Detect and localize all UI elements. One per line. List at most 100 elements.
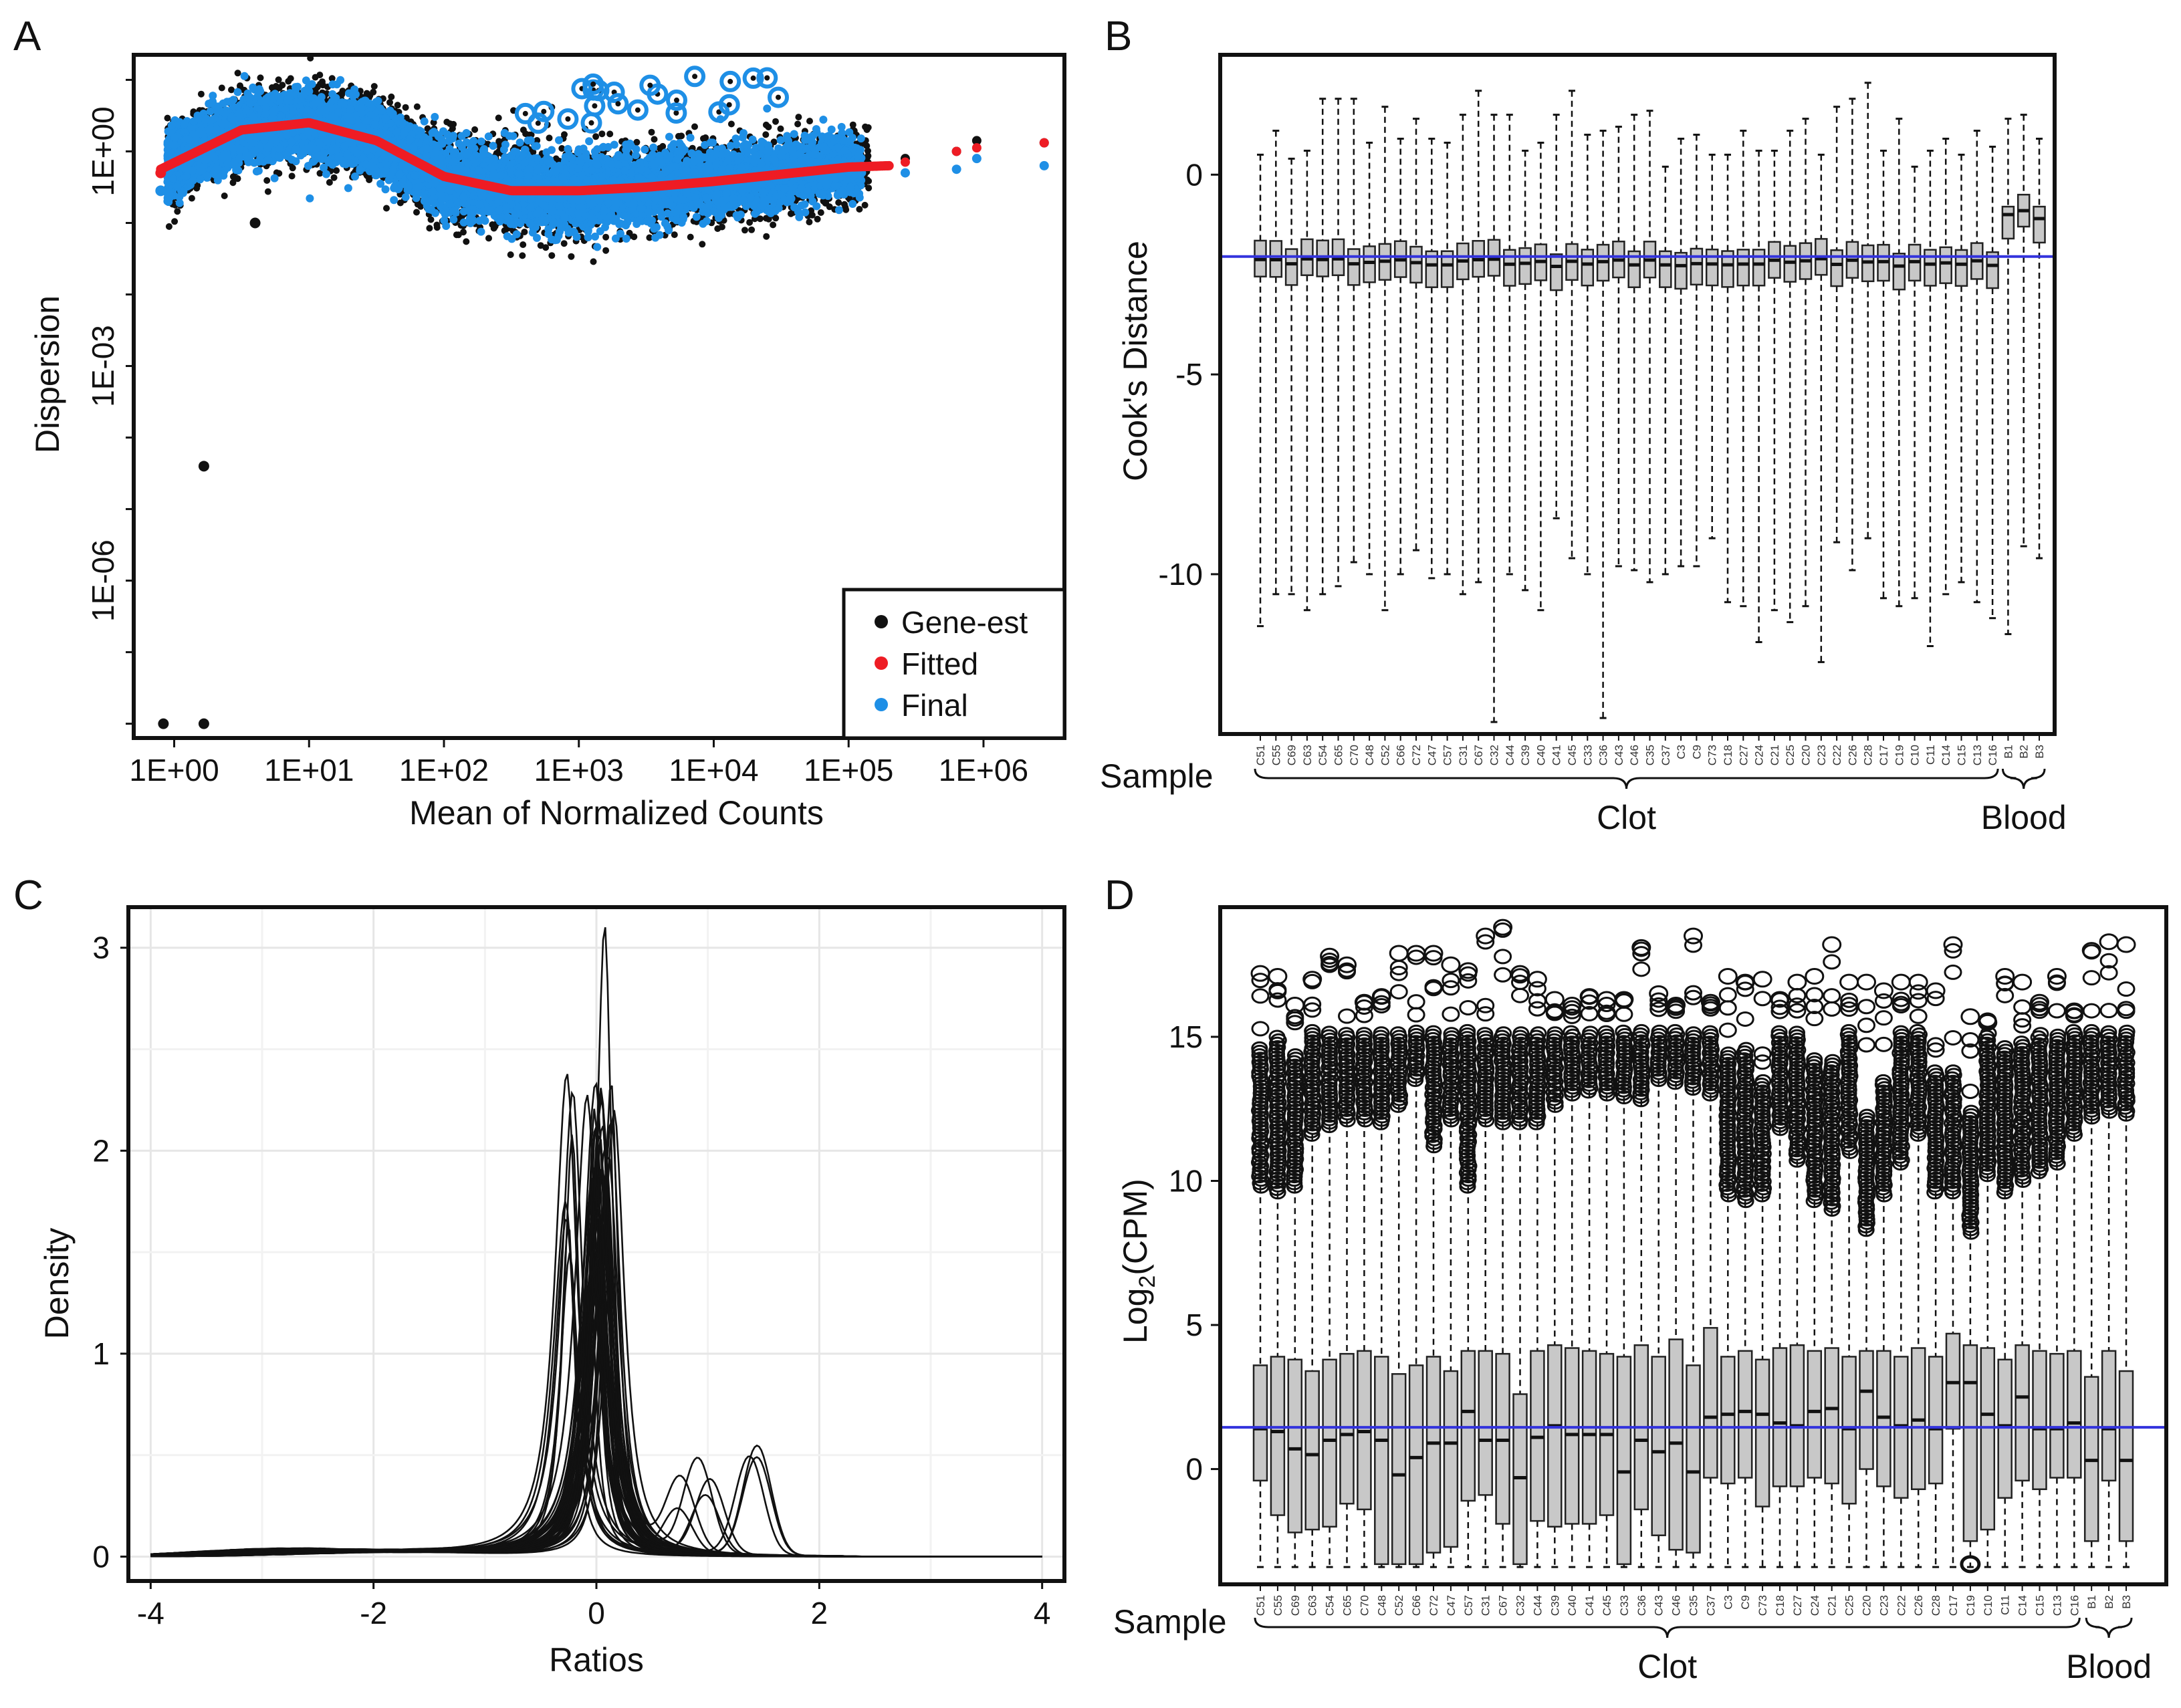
gene-est-point [849, 121, 856, 128]
gene-est-point [546, 134, 553, 142]
gene-est-point [316, 170, 324, 177]
gene-est-point [748, 226, 756, 233]
gene-est-point [426, 225, 433, 232]
panel-a-dispersion-plot: A 1E+00 1E+01 1E+02 1E+03 1E+04 1E+05 1E+061E+… [13, 13, 1066, 832]
gene-est-point [287, 75, 294, 82]
gene-est-point [272, 83, 279, 90]
panel-a-letter: A [13, 13, 41, 59]
gene-est-point [856, 206, 863, 213]
gene-est-point [561, 131, 568, 138]
gene-est-point [520, 241, 527, 248]
gene-est-point [794, 120, 802, 128]
gene-est-point [763, 233, 770, 240]
gene-est-point [455, 231, 462, 239]
gene-est-point [319, 78, 326, 86]
gene-est-point [264, 188, 271, 195]
gene-est-point [542, 244, 550, 251]
gene-est-point [316, 72, 324, 79]
gene-est-point [237, 82, 243, 90]
gene-est-point [433, 224, 441, 231]
gene-est-point [402, 104, 409, 111]
gene-est-point [861, 201, 869, 209]
gene-est-point [590, 258, 597, 265]
gene-est-point [548, 252, 556, 259]
gene-est-point [765, 124, 772, 130]
gene-est-point [330, 174, 338, 181]
gene-est-point [727, 120, 735, 128]
gene-est-point [507, 251, 514, 258]
gene-est-point [394, 102, 401, 109]
gene-est-point [762, 131, 770, 138]
gene-est-point [865, 124, 872, 131]
gene-est-point [386, 99, 393, 106]
gene-est-point [174, 208, 181, 215]
gene-est-point [671, 231, 678, 239]
gene-est-point [841, 201, 848, 208]
gene-est-point [777, 125, 784, 132]
gene-est-point [485, 235, 492, 242]
gene-est-point [630, 233, 638, 241]
gene-est-point [675, 132, 682, 140]
gene-est-point [288, 172, 296, 180]
gene-est-point [714, 225, 721, 232]
gene-est-point [646, 234, 653, 241]
gene-est-point [275, 76, 282, 84]
gene-est-point [606, 130, 614, 138]
gene-est-point [648, 128, 655, 136]
gene-est-point [602, 247, 610, 254]
gene-est-point [388, 93, 395, 100]
gene-est-point [814, 215, 821, 223]
gene-est-point [651, 136, 658, 143]
gene-est-point [865, 185, 873, 192]
gene-est-point [687, 233, 694, 241]
gene-est-point [560, 240, 568, 247]
gene-est-point [806, 118, 813, 125]
gene-est-point [326, 178, 333, 186]
gene-est-point [443, 118, 451, 126]
gene-est-point [741, 227, 748, 234]
gene-est-point [756, 215, 764, 223]
gene-est-point [171, 218, 179, 225]
gene-est-point [558, 145, 566, 152]
gene-est-point [770, 221, 777, 229]
gene-est-point [817, 209, 824, 216]
gene-est-point [633, 138, 641, 146]
panel-a-data-layer [155, 55, 1049, 729]
gene-est-point [257, 74, 264, 82]
gene-est-point [598, 130, 606, 138]
gene-est-point [164, 114, 171, 122]
gene-est-point [370, 83, 378, 90]
gene-est-point [370, 88, 377, 96]
gene-est-point [218, 84, 225, 92]
gene-est-point [228, 86, 235, 94]
gene-est-point [234, 70, 241, 77]
gene-est-point [463, 238, 470, 245]
gene-est-point [795, 114, 802, 121]
gene-est-point [413, 103, 421, 110]
gene-est-point [699, 241, 706, 248]
gene-est-point [229, 173, 237, 180]
gene-est-point [197, 90, 205, 98]
gene-est-point [471, 126, 479, 133]
gene-est-point [568, 253, 575, 260]
gene-est-point [691, 123, 698, 130]
gene-est-point [534, 137, 541, 144]
gene-est-point [519, 252, 526, 259]
gene-est-point [746, 219, 754, 226]
gene-est-point [495, 114, 502, 122]
gene-est-point [413, 209, 420, 216]
gene-est-point [221, 193, 228, 199]
gene-est-point [279, 82, 286, 89]
gene-est-point [806, 219, 813, 226]
gene-est-point [602, 233, 610, 241]
gene-est-point [772, 118, 779, 125]
gene-est-point [383, 205, 390, 212]
gene-est-point [520, 126, 527, 134]
gene-est-point [188, 195, 195, 202]
gene-est-point [427, 216, 435, 223]
gene-est-point [424, 125, 431, 132]
gene-est-point [835, 199, 842, 206]
gene-est-point [396, 199, 404, 207]
gene-est-point [592, 133, 600, 140]
